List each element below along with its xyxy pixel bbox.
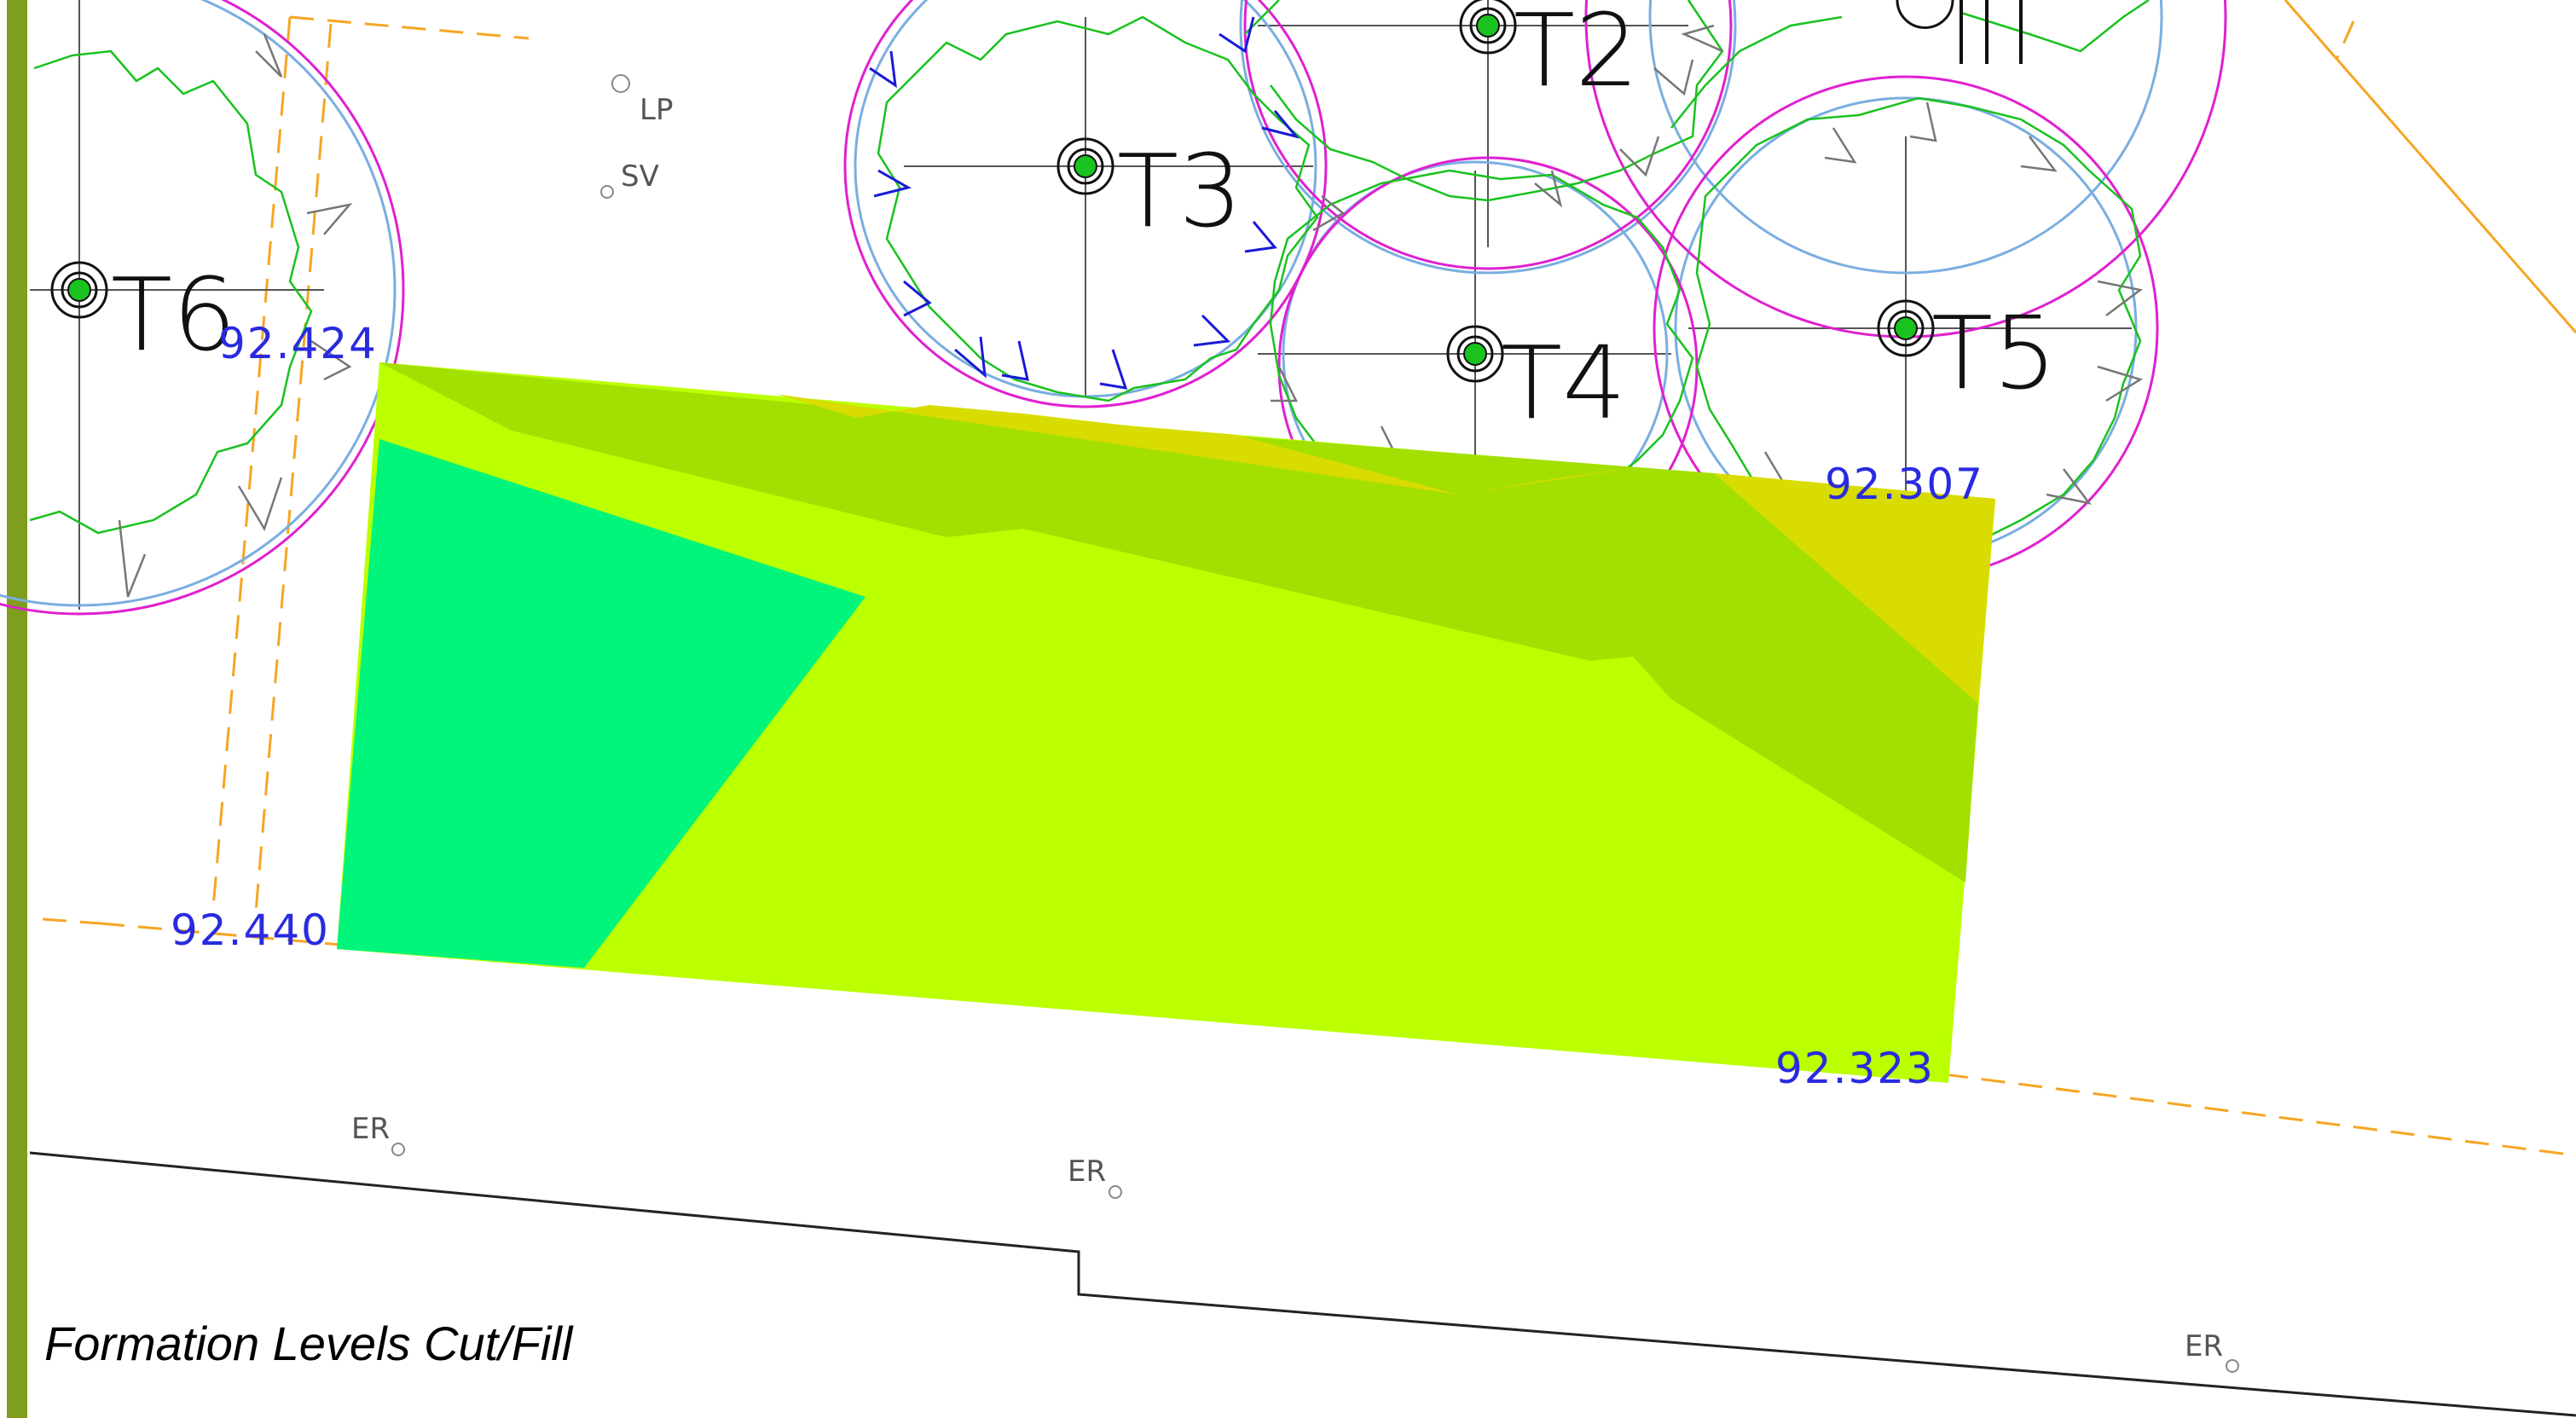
er-label-1: ER: [351, 1112, 390, 1146]
level-label-bottom-left: 92.440: [171, 906, 330, 955]
boundary-lines: [42, 15, 2576, 1157]
er-point-icon-2: [1109, 1185, 1122, 1199]
tree-marker-t6: [50, 261, 108, 319]
fill-zone-low: [337, 439, 865, 968]
level-label-top-right: 92.307: [1825, 460, 1984, 509]
tree-label-t5: T5: [1931, 294, 2057, 412]
blue-root-marks: [869, 16, 1300, 390]
er-point-icon-3: [2226, 1359, 2239, 1373]
left-border-bar: [7, 0, 27, 1418]
tree-marker-t1-partial: [1896, 0, 1954, 29]
tree-label-t1-partial: [1959, 0, 2023, 64]
tree-marker-t3: [1056, 137, 1114, 195]
tree-marker-t4: [1446, 325, 1504, 383]
tree-marker-t5: [1877, 299, 1935, 357]
fill-zone-top-right: [1714, 473, 1995, 703]
sv-point-icon: [600, 185, 614, 199]
er-label-2: ER: [1068, 1155, 1106, 1189]
boundary-solid-line: [2284, 0, 2576, 333]
lp-label: LP: [640, 93, 673, 127]
tree-markers: [50, 0, 1954, 383]
fill-zone-high: [379, 362, 1978, 883]
level-label-top-left: 92.424: [218, 319, 378, 368]
tree-label-t6: T6: [111, 256, 236, 373]
formation-polygon: [337, 362, 1995, 1083]
er-label-3: ER: [2185, 1329, 2223, 1363]
er-point-icon-1: [391, 1143, 405, 1156]
lp-point-icon: [611, 74, 630, 93]
drawing-title: Formation Levels Cut/Fill: [44, 1317, 574, 1370]
tree-marker-t2: [1459, 0, 1517, 55]
sv-label: SV: [621, 159, 659, 194]
tree-label-t4: T4: [1501, 324, 1626, 442]
tree-label-t2: T2: [1514, 0, 1639, 109]
road-edge-line: [29, 1151, 2576, 1417]
level-label-bottom-right: 92.323: [1775, 1044, 1935, 1093]
tree-label-t3: T3: [1117, 132, 1242, 250]
